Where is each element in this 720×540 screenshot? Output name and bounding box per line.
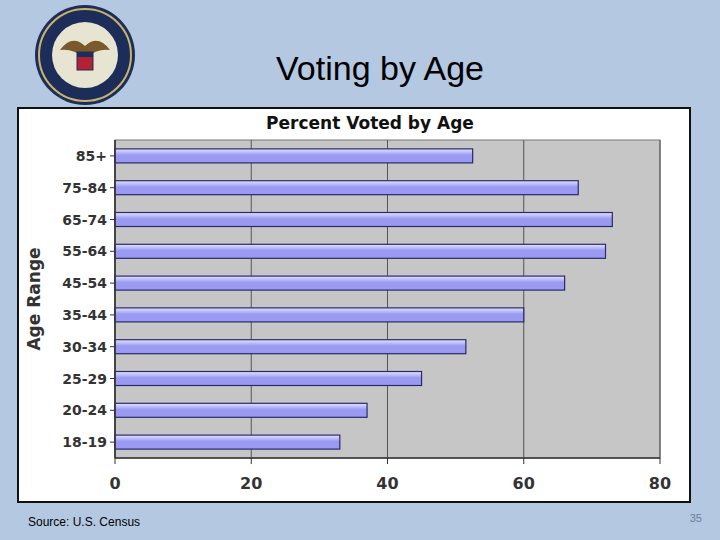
bar — [115, 244, 606, 258]
seal-shield — [77, 52, 93, 70]
tick-mark — [115, 458, 116, 464]
bar — [115, 308, 524, 322]
category-label: 65-74 — [62, 212, 107, 228]
category-label: 18-19 — [62, 434, 107, 450]
bar — [115, 372, 422, 386]
bar — [115, 403, 367, 417]
seal-ring — [39, 9, 131, 101]
tick-label: 60 — [513, 474, 535, 493]
category-label: 25-29 — [62, 371, 107, 387]
y-axis-label: Age Range — [24, 247, 44, 350]
source-note: Source: U.S. Census — [28, 515, 140, 529]
y-axis-line — [114, 140, 116, 458]
plot-area — [115, 140, 660, 458]
chart-title: Percent Voted by Age — [266, 113, 474, 133]
seal-ring — [35, 5, 135, 105]
category-label: 20-24 — [62, 402, 107, 418]
grid-line — [660, 140, 661, 458]
bar — [115, 213, 612, 227]
bar — [115, 181, 578, 195]
seal-eagle — [60, 41, 110, 58]
tick-label: 40 — [376, 474, 398, 493]
tick-label: 20 — [240, 474, 262, 493]
tick-label: 0 — [109, 474, 120, 493]
seal-center — [52, 22, 118, 88]
category-label: 45-54 — [62, 275, 107, 291]
bar — [115, 340, 466, 354]
bar — [115, 276, 565, 290]
tick-mark — [387, 458, 388, 464]
grid-line — [115, 140, 116, 458]
bar — [115, 149, 473, 163]
slide: Voting by Age Percent Voted by Age 0 20 40 60… — [0, 0, 720, 540]
slide-title: Voting by Age — [276, 49, 484, 87]
chart-panel — [18, 108, 690, 502]
seal — [35, 5, 135, 105]
category-label: 30-34 — [62, 339, 107, 355]
category-label: 75-84 — [62, 180, 107, 196]
category-label: 85+ — [76, 148, 107, 164]
bar — [115, 435, 340, 449]
tick-mark — [251, 458, 252, 464]
seal-shield-top — [77, 52, 93, 57]
x-axis-line — [115, 457, 660, 459]
tick-mark — [523, 458, 524, 464]
page-number: 35 — [690, 512, 702, 524]
tick-label: 80 — [649, 474, 671, 493]
category-label: 55-64 — [62, 243, 107, 259]
tick-mark — [660, 458, 661, 464]
category-label: 35-44 — [62, 307, 107, 323]
